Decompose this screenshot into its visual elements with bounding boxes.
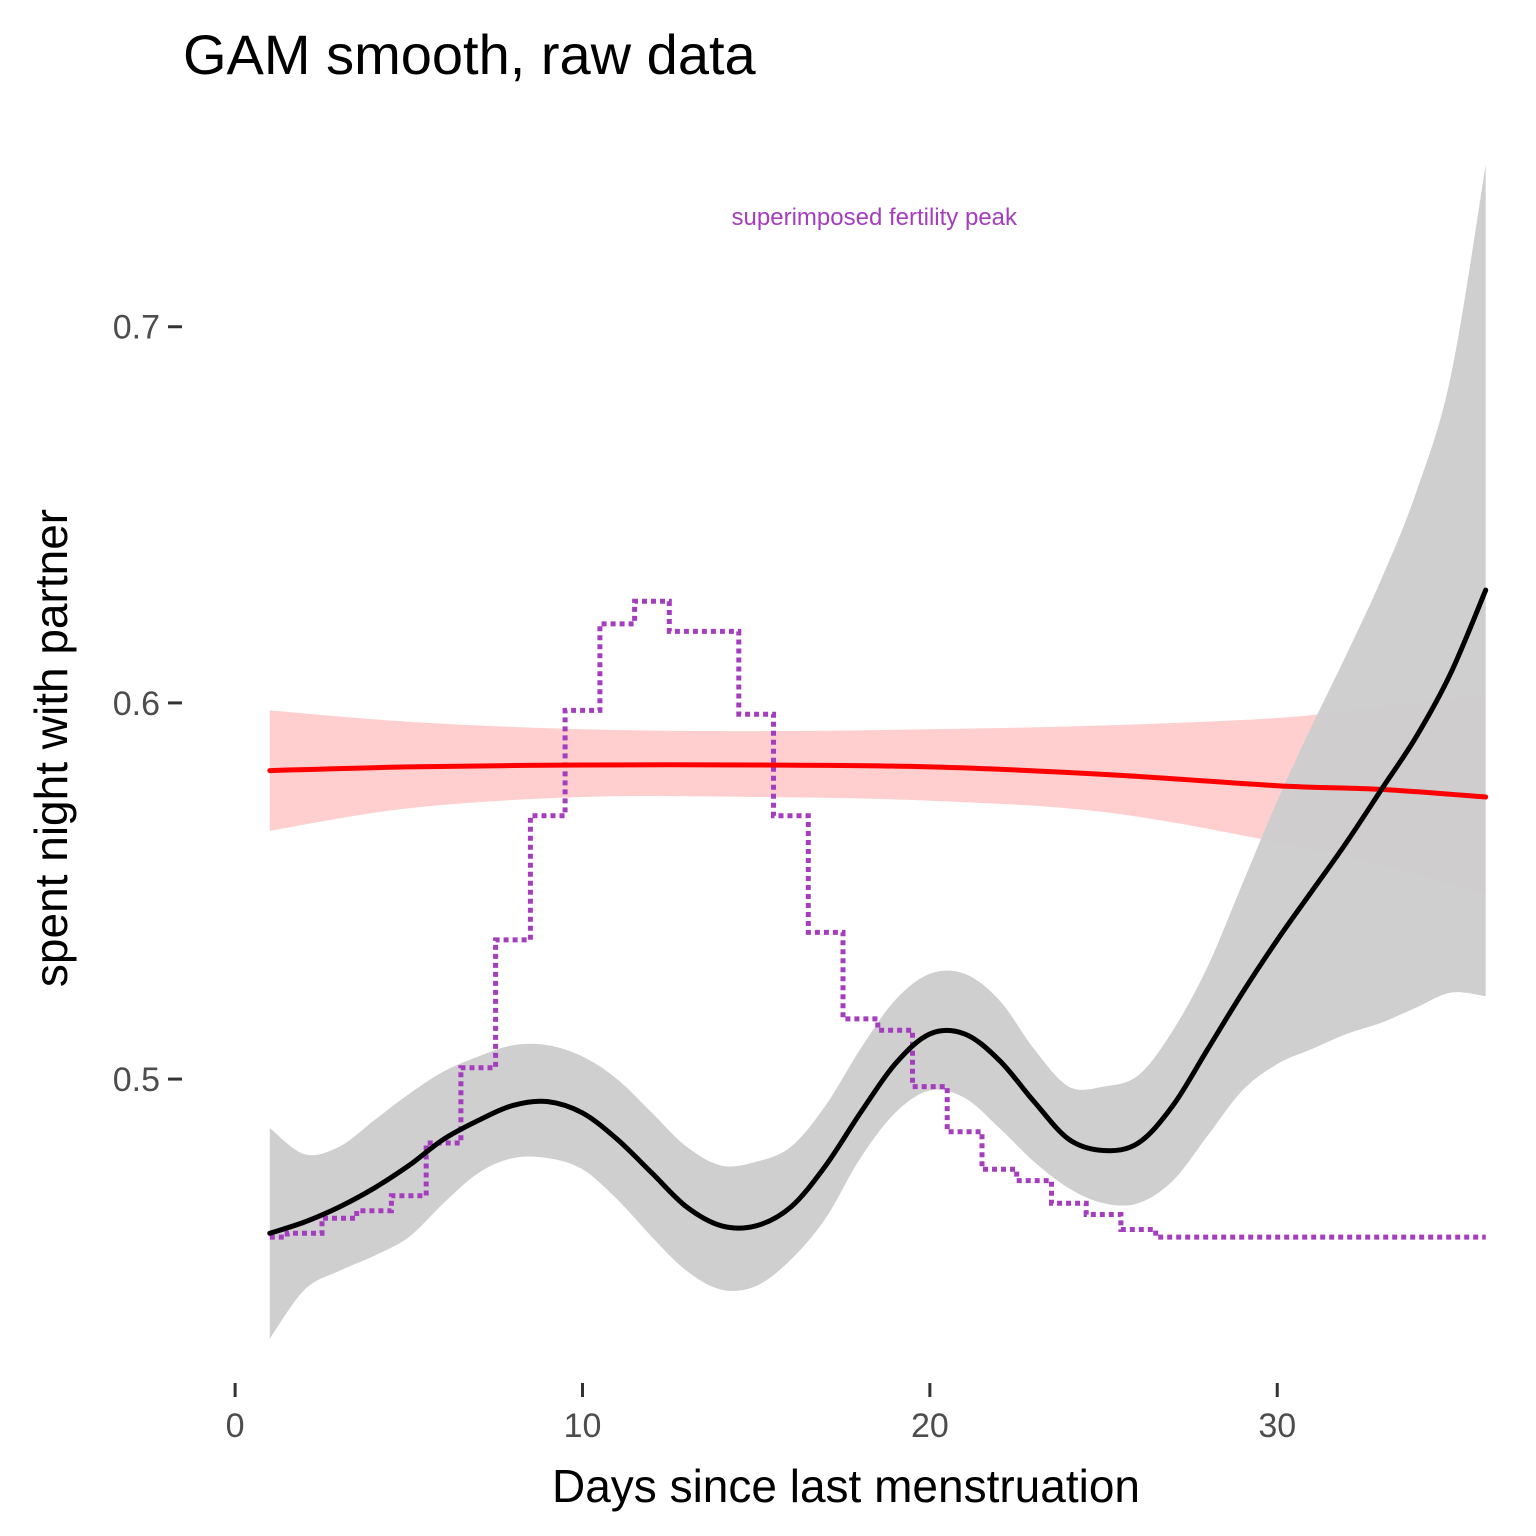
series-lines xyxy=(267,587,1489,1240)
confidence-band-0 xyxy=(269,695,1486,895)
y-tick-label: 0.7 xyxy=(113,309,160,347)
y-tick-label: 0.5 xyxy=(113,1061,160,1099)
smooth-line-0 xyxy=(267,762,1489,800)
chart-title: GAM smooth, raw data xyxy=(183,23,757,86)
fertility-peak-line xyxy=(269,598,1486,1240)
confidence-bands xyxy=(269,165,1486,1339)
x-tick-label: 0 xyxy=(226,1407,245,1445)
x-axis-title: Days since last menstruation xyxy=(552,1460,1140,1512)
x-axis: 0 10 20 30 xyxy=(226,1383,1296,1445)
x-tick-label: 20 xyxy=(911,1407,949,1445)
y-tick-label: 0.6 xyxy=(113,685,160,723)
fertility-peak-annotation: superimposed fertility peak xyxy=(732,204,1018,231)
smooth-line-1 xyxy=(267,587,1489,1236)
y-axis-title: spent night with partner xyxy=(25,509,77,987)
x-tick-label: 30 xyxy=(1258,1407,1296,1445)
y-axis: 0.5 0.6 0.7 xyxy=(113,309,182,1099)
confidence-band-1 xyxy=(269,165,1486,1339)
x-tick-label: 10 xyxy=(564,1407,602,1445)
